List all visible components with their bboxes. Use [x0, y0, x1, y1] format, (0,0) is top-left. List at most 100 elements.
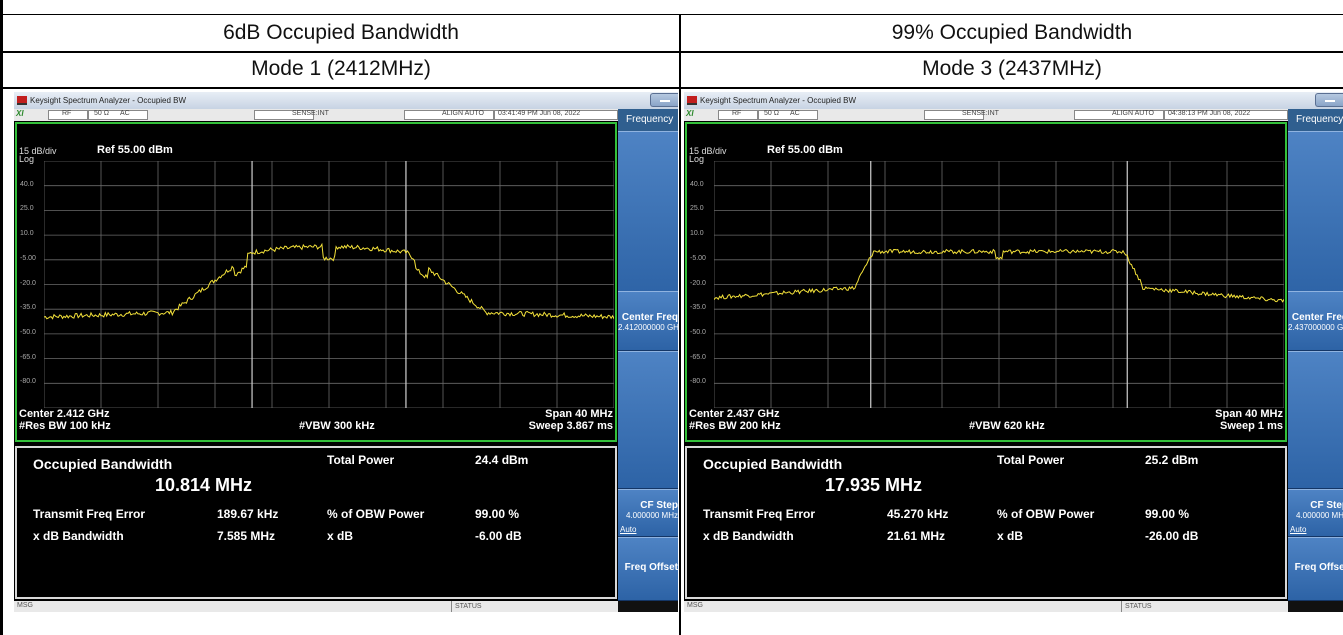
- resolution-bandwidth: #Res BW 100 kHz: [19, 420, 111, 432]
- header-99-obw: 99% Occupied Bandwidth: [891, 21, 1133, 44]
- impedance-box: [758, 110, 818, 120]
- y-tick-label: 10.0: [20, 230, 34, 238]
- scale-label: 15 dB/div: [689, 146, 727, 156]
- softkey-blank[interactable]: [618, 351, 678, 489]
- minimize-button[interactable]: [650, 93, 678, 107]
- coupling-label: AC: [790, 110, 800, 117]
- total-power-label: Total Power: [997, 453, 1065, 467]
- spectrum-trace: [44, 242, 614, 320]
- status-label: STATUS: [451, 601, 618, 612]
- video-bandwidth: #VBW 300 kHz: [299, 420, 375, 432]
- sense-box: [924, 110, 984, 120]
- analyzer-screen: 15 dB/div Log Ref 55.00 dBm 40.0 25.0 10.0…: [14, 121, 618, 601]
- spectrum-plot[interactable]: 15 dB/div Log Ref 55.00 dBm 40.0 25.0 10.0…: [15, 122, 617, 442]
- tfe-value: 189.67 kHz: [217, 507, 279, 521]
- minimize-button[interactable]: [1315, 93, 1343, 107]
- mode-label-right: Mode 3 (2437MHz): [922, 57, 1102, 80]
- cf-step-value: 4.000000 MHz: [1295, 511, 1343, 520]
- sense-label: SENSE:INT: [292, 110, 329, 117]
- y-tick-label: 40.0: [20, 180, 34, 188]
- spectrum-plot[interactable]: 15 dB/div Log Ref 55.00 dBm 40.0 25.0 10.0…: [685, 122, 1287, 442]
- video-bandwidth: #VBW 620 kHz: [969, 420, 1045, 432]
- analyzer-window-left: Keysight Spectrum Analyzer - Occupied BW…: [14, 92, 678, 612]
- softkey-blank[interactable]: [1288, 351, 1343, 489]
- header-6db-obw: 6dB Occupied Bandwidth: [223, 21, 459, 44]
- sense-label: SENSE:INT: [962, 110, 999, 117]
- message-bar: MSG STATUS: [14, 601, 618, 612]
- xdb-value: -6.00 dB: [475, 529, 522, 543]
- plot-grid: [714, 161, 1284, 408]
- y-tick-label: -35.0: [20, 304, 36, 312]
- analyzer-screen: 15 dB/div Log Ref 55.00 dBm 40.0 25.0 10.0…: [684, 121, 1288, 601]
- msg-label: MSG: [687, 602, 703, 609]
- xi-indicator-icon: XI: [686, 109, 694, 118]
- center-freq-value: 2.412000000 GHz: [618, 323, 678, 332]
- obw-pct-label: % of OBW Power: [997, 507, 1095, 521]
- spectrum-trace: [714, 248, 1284, 303]
- ref-level: Ref 55.00 dBm: [97, 144, 173, 156]
- y-tick-label: -50.0: [690, 328, 706, 336]
- freq-offset-label: Freq Offset: [1294, 562, 1343, 573]
- cf-step-value: 4.000000 MHz: [625, 511, 678, 520]
- timestamp: 03:41:49 PM Jun 08, 2022: [498, 110, 581, 117]
- tfe-value: 45.270 kHz: [887, 507, 949, 521]
- center-freq-softkey[interactable]: Center Freq 2.412000000 GHz: [618, 291, 678, 351]
- center-freq-softkey[interactable]: Center Freq 2.437000000 GHz: [1288, 291, 1343, 351]
- table-column-divider: [679, 15, 681, 635]
- window-title: Keysight Spectrum Analyzer - Occupied BW: [700, 96, 857, 105]
- timestamp-box: [494, 110, 618, 120]
- table-left-border: [0, 0, 3, 635]
- app-icon: [17, 96, 27, 105]
- y-tick-label: -80.0: [20, 378, 36, 386]
- softkey-panel: Frequency Center Freq 2.437000000 GHz CF…: [1288, 109, 1343, 601]
- window-titlebar: Keysight Spectrum Analyzer - Occupied BW: [684, 92, 1343, 109]
- obw-value: 10.814 MHz: [155, 475, 253, 495]
- xdb-bw-label: x dB Bandwidth: [703, 529, 794, 543]
- center-frequency: Center 2.437 GHz: [689, 408, 780, 420]
- softkey-blank[interactable]: [1288, 131, 1343, 299]
- cf-step-auto[interactable]: Auto: [620, 525, 637, 534]
- softkey-blank[interactable]: [618, 131, 678, 299]
- plot-grid: [44, 161, 614, 408]
- status-bar: XI RF 50 Ω AC SENSE:INT ALIGN AUTO 04:38…: [684, 109, 1288, 121]
- impedance-label: 50 Ω: [94, 110, 109, 117]
- align-label: ALIGN AUTO: [442, 110, 484, 117]
- obw-title: Occupied Bandwidth: [703, 456, 843, 472]
- log-label: Log: [689, 154, 705, 164]
- scale-label: 15 dB/div: [19, 146, 57, 156]
- rf-label: RF: [732, 110, 742, 117]
- timestamp: 04:38:13 PM Jun 08, 2022: [1168, 110, 1251, 117]
- app-icon: [687, 96, 697, 105]
- xdb-label: x dB: [997, 529, 1024, 543]
- cf-step-label: CF Step: [1310, 500, 1343, 511]
- timestamp-box: [1164, 110, 1288, 120]
- obw-title: Occupied Bandwidth: [33, 456, 173, 472]
- status-bar: XI RF 50 Ω AC SENSE:INT ALIGN AUTO 03:41…: [14, 109, 618, 121]
- impedance-box: [88, 110, 148, 120]
- status-label: STATUS: [1121, 601, 1288, 612]
- span: Span 40 MHz: [1215, 408, 1283, 420]
- cf-step-softkey[interactable]: CF Step 4.000000 MHz Auto: [618, 489, 678, 537]
- center-freq-value: 2.437000000 GHz: [1288, 323, 1343, 332]
- window-titlebar: Keysight Spectrum Analyzer - Occupied BW: [14, 92, 678, 109]
- y-tick-label: -20.0: [20, 279, 36, 287]
- xdb-bw-value: 7.585 MHz: [217, 529, 276, 543]
- freq-offset-softkey[interactable]: Freq Offset: [1288, 537, 1343, 601]
- cf-step-softkey[interactable]: CF Step 4.000000 MHz Auto: [1288, 489, 1343, 537]
- log-label: Log: [19, 154, 35, 164]
- obw-pct-value: 99.00 %: [475, 507, 520, 521]
- mode-label-left: Mode 1 (2412MHz): [251, 57, 431, 80]
- xdb-bw-value: 21.61 MHz: [887, 529, 946, 543]
- center-freq-label: Center Freq: [1291, 312, 1343, 323]
- y-tick-label: -50.0: [20, 328, 36, 336]
- freq-offset-softkey[interactable]: Freq Offset: [618, 537, 678, 601]
- rf-label: RF: [62, 110, 72, 117]
- sweep-time: Sweep 3.867 ms: [528, 420, 613, 432]
- cf-step-auto[interactable]: Auto: [1290, 525, 1307, 534]
- y-tick-label: 25.0: [20, 205, 34, 213]
- y-tick-label: -35.0: [690, 304, 706, 312]
- xdb-label: x dB: [327, 529, 354, 543]
- freq-offset-label: Freq Offset: [624, 562, 678, 573]
- ref-level: Ref 55.00 dBm: [767, 144, 843, 156]
